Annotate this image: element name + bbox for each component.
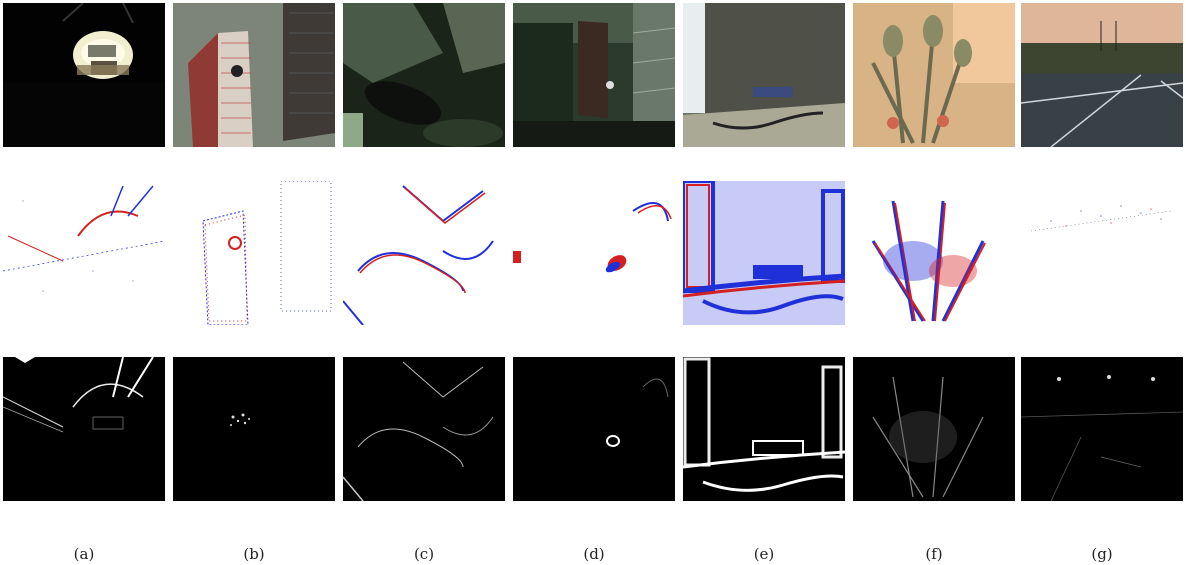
caption-b: (b) [243,545,265,563]
caption-a: (a) [73,545,95,563]
edge-map-c [343,357,505,501]
figure-grid [3,3,1183,503]
edge-map-e [683,357,845,501]
event-frame-c [343,181,505,325]
rgb-image-a-tunnel [3,3,165,147]
event-frame-a [3,181,165,325]
rgb-image-f-flowers [853,3,1015,147]
edge-map-f [853,357,1015,501]
rgb-image-b-buildings [173,3,335,147]
caption-c: (c) [413,545,435,563]
rgb-image-d-room [513,3,675,147]
event-frame-e [683,181,845,325]
event-frame-f [853,181,1015,325]
rgb-image-e-desk [683,3,845,147]
edge-map-g [1021,357,1183,501]
caption-g: (g) [1091,545,1113,563]
event-frame-b [173,181,335,325]
rgb-image-g-court [1021,3,1183,147]
caption-e: (e) [753,545,775,563]
caption-f: (f) [925,545,943,563]
event-frame-g [1021,181,1183,325]
rgb-image-c-cat [343,3,505,147]
edge-map-d [513,357,675,501]
event-frame-d [513,181,675,325]
edge-map-a [3,357,165,501]
edge-map-b [173,357,335,501]
caption-d: (d) [583,545,605,563]
